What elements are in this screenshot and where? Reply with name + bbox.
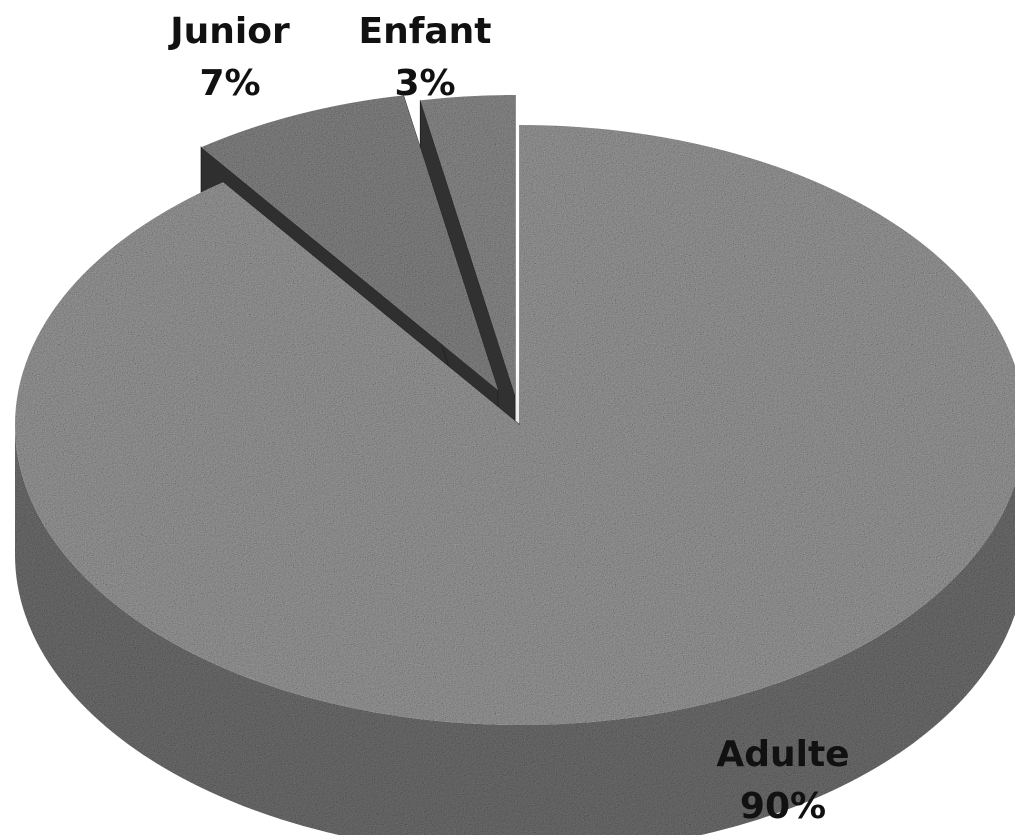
pie-slice-adulte-top: [15, 125, 1015, 725]
pie-slices: [15, 95, 1015, 835]
data-label-adulte-percent: 90%: [740, 786, 826, 827]
pie-labels: Enfant 3% Junior 7% Adulte 90%: [167, 11, 849, 827]
data-label-enfant-name: Enfant: [358, 11, 491, 52]
data-label-junior-name: Junior: [167, 11, 290, 52]
data-label-enfant-percent: 3%: [394, 63, 455, 104]
pie-slice-adulte-rim: [15, 425, 1015, 835]
pie-slice-adulte: [15, 125, 1015, 835]
pie-slice-enfant-top: [420, 95, 515, 395]
data-label-adulte-name: Adulte: [716, 734, 849, 775]
pie-slice-junior-top: [201, 95, 498, 390]
data-label-junior-percent: 7%: [199, 63, 260, 104]
